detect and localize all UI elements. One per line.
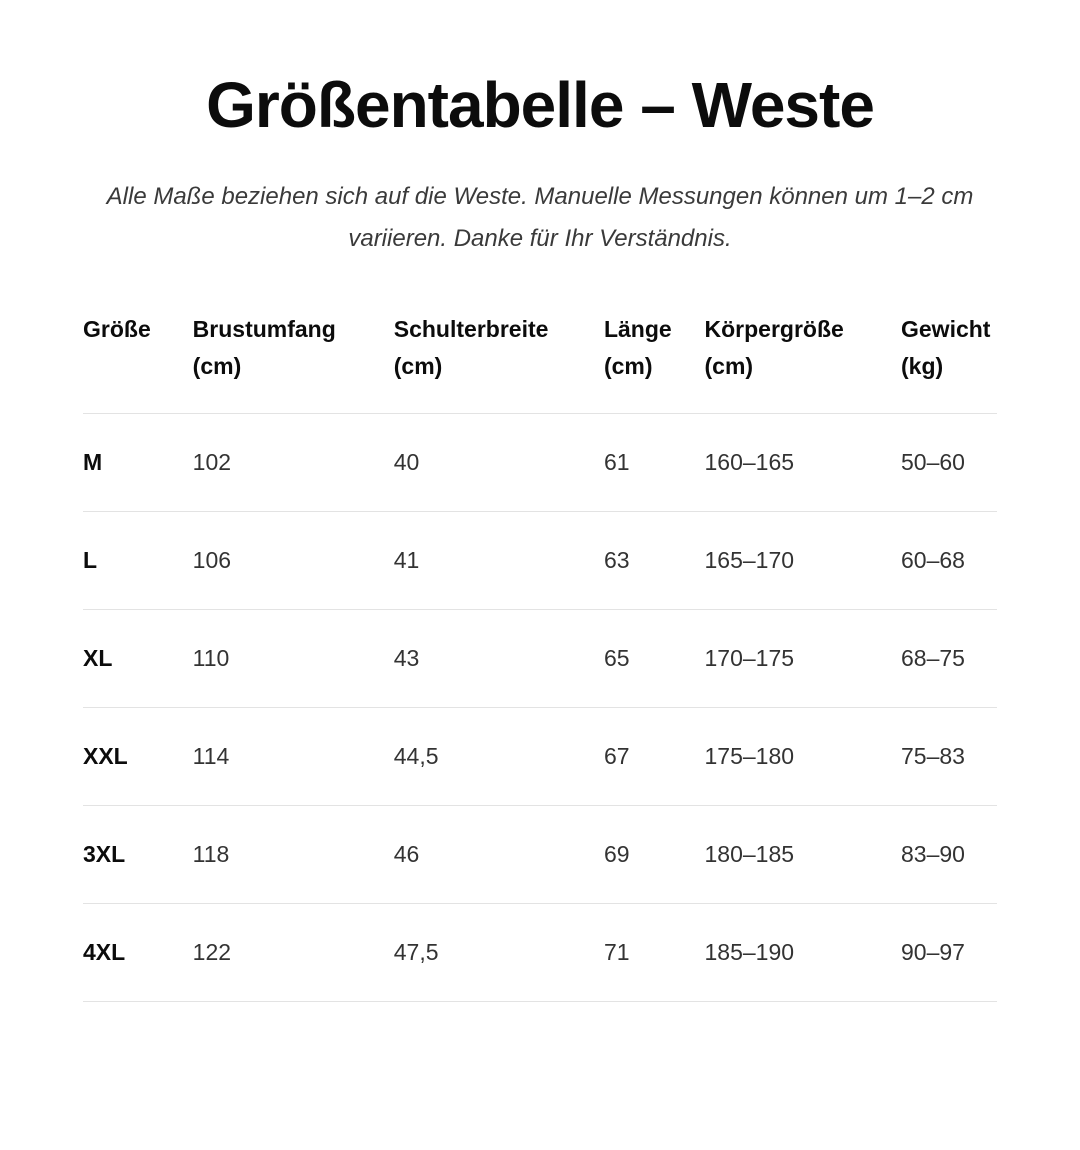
column-label: Größe [83, 316, 151, 343]
table-row-3xl: 3XL 118 46 69 180–185 83–90 [83, 805, 997, 904]
column-unit: (cm) [192, 352, 242, 379]
cell-weight: 83–90 [901, 805, 997, 904]
column-label: Gewicht [901, 316, 991, 343]
table-row-xl: XL 110 43 65 170–175 68–75 [83, 609, 997, 708]
column-label: Länge [603, 316, 672, 343]
column-header-shoulder: Schulterbreite (cm) [393, 311, 604, 414]
size-table-header: Größe Brustumfang (cm) Schulterbreite (cm)… [83, 311, 997, 414]
column-unit: (cm) [603, 352, 653, 379]
cell-height: 170–175 [704, 609, 901, 708]
column-unit: (cm) [704, 352, 754, 379]
cell-weight: 50–60 [901, 413, 997, 512]
cell-length: 71 [603, 903, 705, 1002]
column-unit: (cm) [393, 352, 443, 379]
size-table: Größe Brustumfang (cm) Schulterbreite (cm)… [83, 311, 997, 1002]
column-header-length: Länge (cm) [603, 311, 705, 414]
cell-weight: 60–68 [901, 511, 997, 610]
column-header-height: Körpergröße (cm) [704, 311, 901, 414]
cell-length: 65 [603, 609, 705, 708]
cell-height: 165–170 [704, 511, 901, 610]
column-header-size: Größe [83, 311, 193, 414]
cell-shoulder: 47,5 [393, 903, 604, 1002]
cell-chest: 114 [192, 707, 394, 806]
table-row-m: M 102 40 61 160–165 50–60 [83, 413, 997, 512]
cell-chest: 110 [192, 609, 394, 708]
cell-height: 160–165 [704, 413, 901, 512]
measurement-disclaimer: Alle Maße beziehen sich auf die Weste. M… [60, 176, 1020, 261]
column-header-weight: Gewicht (kg) [901, 311, 997, 414]
cell-shoulder: 43 [393, 609, 604, 708]
column-unit: (kg) [901, 352, 944, 379]
cell-length: 61 [603, 413, 705, 512]
cell-size: XXL [83, 707, 193, 806]
cell-shoulder: 41 [393, 511, 604, 610]
table-row-4xl: 4XL 122 47,5 71 185–190 90–97 [83, 903, 997, 1002]
size-table-container: Größe Brustumfang (cm) Schulterbreite (cm)… [83, 311, 997, 1002]
cell-height: 180–185 [704, 805, 901, 904]
cell-shoulder: 46 [393, 805, 604, 904]
cell-size: M [83, 413, 193, 512]
table-row-l: L 106 41 63 165–170 60–68 [83, 511, 997, 610]
cell-height: 175–180 [704, 707, 901, 806]
cell-length: 63 [603, 511, 705, 610]
column-header-chest: Brustumfang (cm) [192, 311, 394, 414]
cell-chest: 102 [192, 413, 394, 512]
column-label: Brustumfang [192, 316, 336, 343]
cell-length: 69 [603, 805, 705, 904]
cell-weight: 90–97 [901, 903, 997, 1002]
table-row-xxl: XXL 114 44,5 67 175–180 75–83 [83, 707, 997, 806]
disclaimer-line-2: variieren. Danke für Ihr Verständnis. [348, 225, 732, 253]
cell-chest: 122 [192, 903, 394, 1002]
disclaimer-line-1: Alle Maße beziehen sich auf die Weste. M… [106, 182, 974, 210]
cell-weight: 68–75 [901, 609, 997, 708]
column-label: Schulterbreite [393, 316, 549, 343]
cell-size: XL [83, 609, 193, 708]
cell-chest: 118 [192, 805, 394, 904]
cell-shoulder: 44,5 [393, 707, 604, 806]
cell-height: 185–190 [704, 903, 901, 1002]
cell-size: L [83, 511, 193, 610]
column-label: Körpergröße [704, 316, 844, 343]
cell-chest: 106 [192, 511, 394, 610]
cell-weight: 75–83 [901, 707, 997, 806]
size-table-body: M 102 40 61 160–165 50–60 L 106 41 63 16… [83, 413, 997, 1002]
cell-length: 67 [603, 707, 705, 806]
cell-size: 4XL [83, 903, 193, 1002]
cell-size: 3XL [83, 805, 193, 904]
header-row: Größe Brustumfang (cm) Schulterbreite (cm)… [83, 311, 997, 414]
page-title: Größentabelle – Weste [206, 69, 875, 141]
cell-shoulder: 40 [393, 413, 604, 512]
